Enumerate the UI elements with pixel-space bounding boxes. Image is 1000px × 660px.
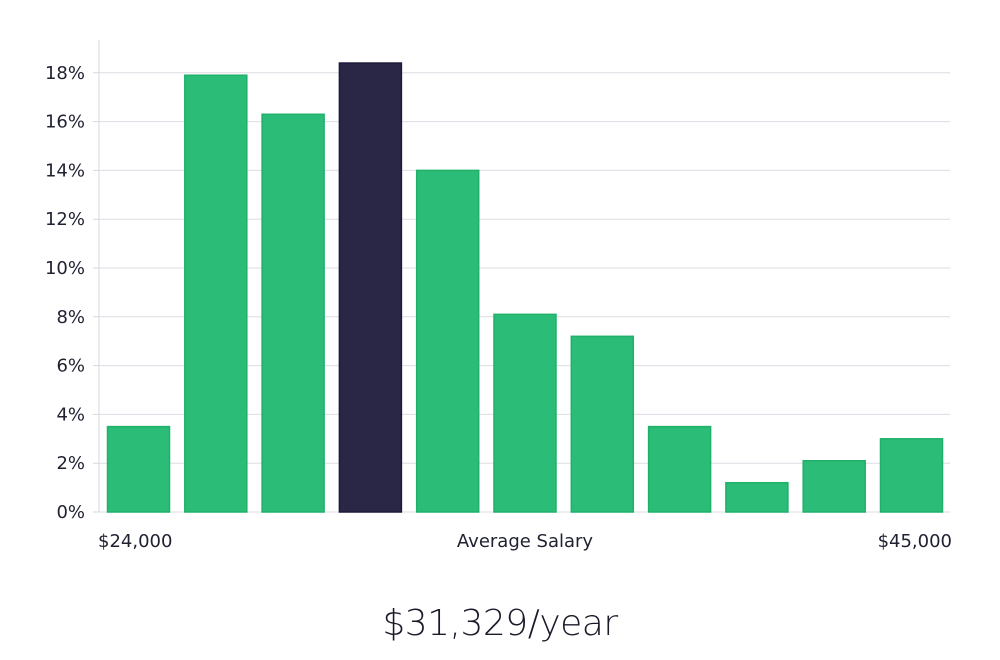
y-tick-label: 6% xyxy=(56,356,85,377)
bars xyxy=(106,62,944,513)
x-axis-title: Average Salary xyxy=(457,531,594,552)
x-axis-labels: $24,000 Average Salary $45,000 xyxy=(98,531,952,552)
y-tick-label: 18% xyxy=(45,63,85,84)
bar-highlighted xyxy=(338,62,403,513)
x-max-label: $45,000 xyxy=(878,531,952,552)
y-tick-label: 8% xyxy=(56,307,85,328)
average-salary-value: $31,329/year xyxy=(382,603,618,644)
bar xyxy=(184,74,248,513)
bar xyxy=(106,425,171,513)
y-tick-label: 14% xyxy=(45,160,85,181)
bar xyxy=(261,113,325,513)
bar xyxy=(647,425,712,513)
x-min-label: $24,000 xyxy=(98,531,172,552)
salary-histogram: 0% 2% 4% 6% 8% 10% 12% 14% 16% 18% $24,000 Averag… xyxy=(45,40,952,552)
y-tick-label: 0% xyxy=(56,502,85,523)
bar xyxy=(802,460,866,513)
y-tick-label: 2% xyxy=(56,453,85,474)
y-tick-label: 12% xyxy=(45,209,85,230)
y-tick-label: 10% xyxy=(45,258,85,279)
bar xyxy=(493,313,557,513)
bar xyxy=(570,335,635,513)
bar xyxy=(879,438,944,513)
bar xyxy=(725,481,789,513)
y-tick-label: 16% xyxy=(45,112,85,133)
bar xyxy=(415,169,480,513)
y-tick-label: 4% xyxy=(56,404,85,425)
y-axis-ticks: 0% 2% 4% 6% 8% 10% 12% 14% 16% 18% xyxy=(45,63,99,523)
